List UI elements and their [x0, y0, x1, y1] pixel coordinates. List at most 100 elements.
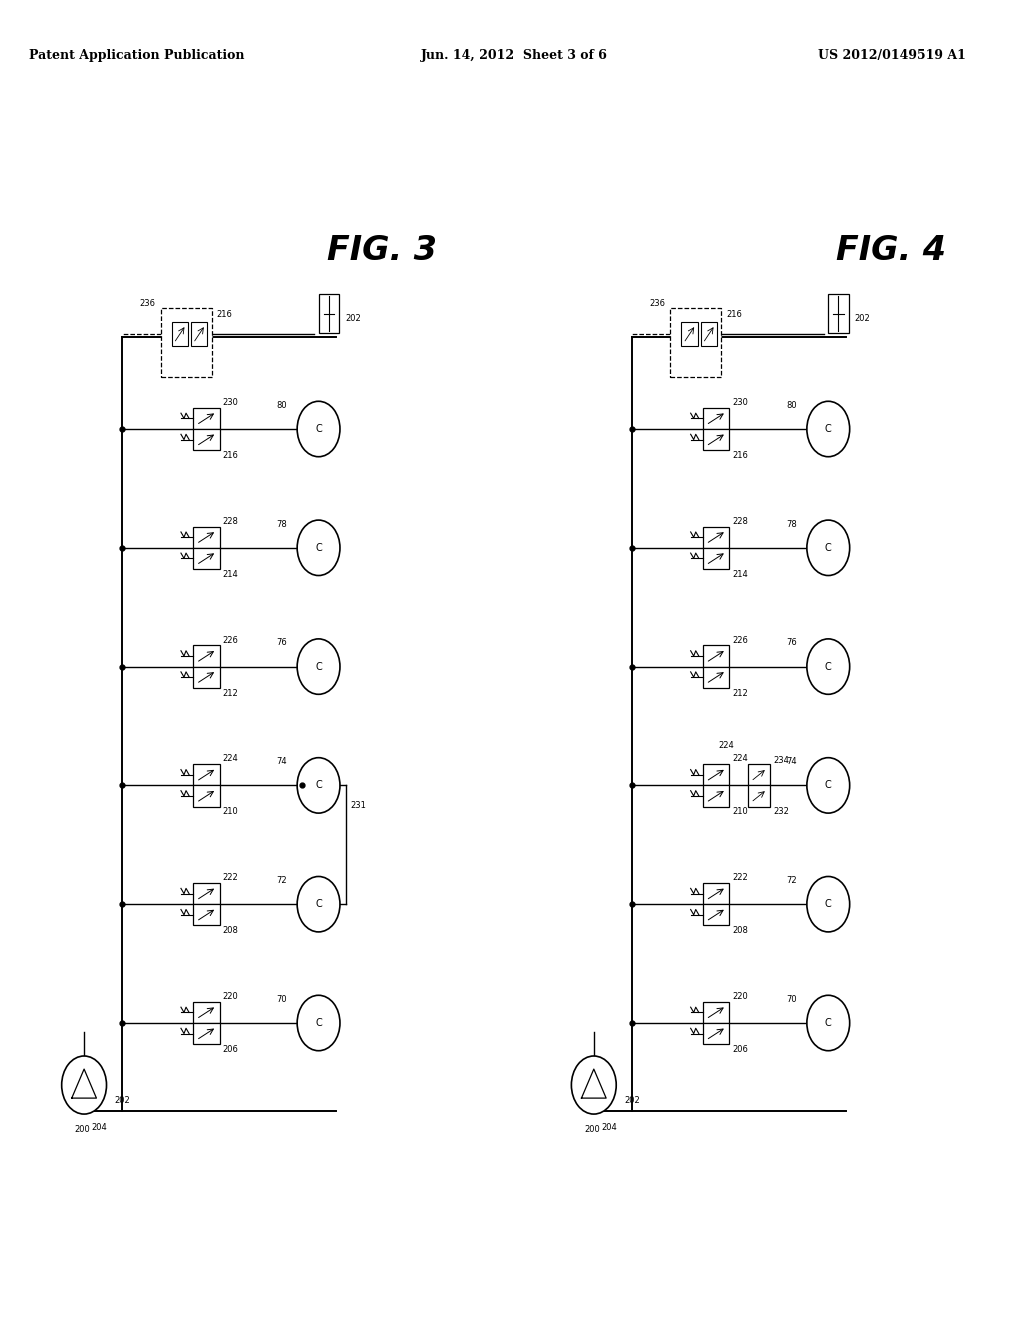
- Text: 212: 212: [732, 689, 749, 697]
- Circle shape: [297, 520, 340, 576]
- Text: C: C: [315, 424, 322, 434]
- Text: 220: 220: [732, 993, 749, 1001]
- Bar: [702, 645, 729, 667]
- Circle shape: [807, 520, 850, 576]
- Text: 226: 226: [223, 636, 239, 644]
- Text: 74: 74: [276, 758, 287, 766]
- Text: 224: 224: [223, 755, 239, 763]
- Bar: [702, 1023, 729, 1044]
- Circle shape: [297, 639, 340, 694]
- Text: 208: 208: [732, 927, 749, 935]
- Text: 80: 80: [276, 401, 287, 409]
- Text: 72: 72: [786, 876, 797, 884]
- Circle shape: [807, 995, 850, 1051]
- Bar: [194, 667, 220, 688]
- Text: 230: 230: [732, 399, 749, 407]
- Bar: [700, 322, 717, 346]
- Text: 214: 214: [223, 570, 239, 578]
- Text: 202: 202: [625, 1097, 640, 1105]
- Text: 216: 216: [223, 451, 239, 459]
- Text: C: C: [315, 543, 322, 553]
- Text: 80: 80: [786, 401, 797, 409]
- Text: C: C: [825, 661, 831, 672]
- Text: 78: 78: [276, 520, 288, 528]
- Text: 214: 214: [732, 570, 749, 578]
- Text: Patent Application Publication: Patent Application Publication: [30, 49, 245, 62]
- Bar: [702, 667, 729, 688]
- Text: 220: 220: [223, 993, 239, 1001]
- Bar: [194, 548, 220, 569]
- Text: FIG. 4: FIG. 4: [837, 235, 946, 267]
- Text: C: C: [825, 543, 831, 553]
- Bar: [748, 785, 770, 807]
- Text: 232: 232: [773, 808, 790, 816]
- Bar: [828, 293, 849, 333]
- Text: 224: 224: [732, 755, 749, 763]
- Bar: [191, 322, 208, 346]
- Text: 204: 204: [91, 1123, 108, 1131]
- Text: 76: 76: [276, 639, 288, 647]
- Circle shape: [297, 995, 340, 1051]
- Text: FIG. 3: FIG. 3: [327, 235, 437, 267]
- Text: 72: 72: [276, 876, 287, 884]
- Circle shape: [807, 758, 850, 813]
- Text: C: C: [315, 780, 322, 791]
- Text: C: C: [825, 780, 831, 791]
- Bar: [702, 904, 729, 925]
- Text: 206: 206: [732, 1045, 749, 1053]
- Bar: [194, 527, 220, 548]
- Bar: [671, 308, 721, 376]
- Text: 216: 216: [732, 451, 749, 459]
- Text: 204: 204: [601, 1123, 617, 1131]
- Text: 206: 206: [223, 1045, 239, 1053]
- Bar: [194, 764, 220, 785]
- Bar: [318, 293, 339, 333]
- Bar: [194, 1002, 220, 1023]
- Text: C: C: [315, 1018, 322, 1028]
- Circle shape: [297, 876, 340, 932]
- Text: C: C: [825, 424, 831, 434]
- Text: 212: 212: [223, 689, 239, 697]
- Text: 228: 228: [223, 517, 239, 525]
- Text: Jun. 14, 2012  Sheet 3 of 6: Jun. 14, 2012 Sheet 3 of 6: [421, 49, 607, 62]
- Text: C: C: [315, 899, 322, 909]
- Circle shape: [297, 401, 340, 457]
- Bar: [194, 1023, 220, 1044]
- Text: 234: 234: [773, 756, 790, 764]
- Circle shape: [297, 758, 340, 813]
- Text: 216: 216: [217, 310, 232, 318]
- Text: 224: 224: [719, 742, 734, 750]
- Text: 208: 208: [223, 927, 239, 935]
- Bar: [702, 883, 729, 904]
- Text: 236: 236: [649, 300, 665, 308]
- Bar: [161, 308, 212, 376]
- Text: 78: 78: [786, 520, 797, 528]
- Text: 202: 202: [345, 314, 360, 322]
- Bar: [748, 764, 770, 785]
- Text: 76: 76: [786, 639, 797, 647]
- Bar: [194, 904, 220, 925]
- Bar: [194, 408, 220, 429]
- Text: 231: 231: [350, 801, 366, 809]
- Text: 210: 210: [223, 808, 239, 816]
- Text: 200: 200: [584, 1126, 600, 1134]
- Text: C: C: [825, 1018, 831, 1028]
- Bar: [702, 785, 729, 807]
- Text: 210: 210: [732, 808, 749, 816]
- Bar: [702, 1002, 729, 1023]
- Bar: [702, 429, 729, 450]
- Bar: [194, 645, 220, 667]
- Text: 202: 202: [115, 1097, 130, 1105]
- Circle shape: [807, 639, 850, 694]
- Circle shape: [807, 876, 850, 932]
- Bar: [172, 322, 188, 346]
- Text: 222: 222: [223, 874, 239, 882]
- Text: 230: 230: [223, 399, 239, 407]
- Text: 70: 70: [276, 995, 287, 1003]
- Bar: [194, 785, 220, 807]
- Circle shape: [571, 1056, 616, 1114]
- Text: 222: 222: [732, 874, 749, 882]
- Text: 226: 226: [732, 636, 749, 644]
- Text: 70: 70: [786, 995, 797, 1003]
- Text: 74: 74: [786, 758, 797, 766]
